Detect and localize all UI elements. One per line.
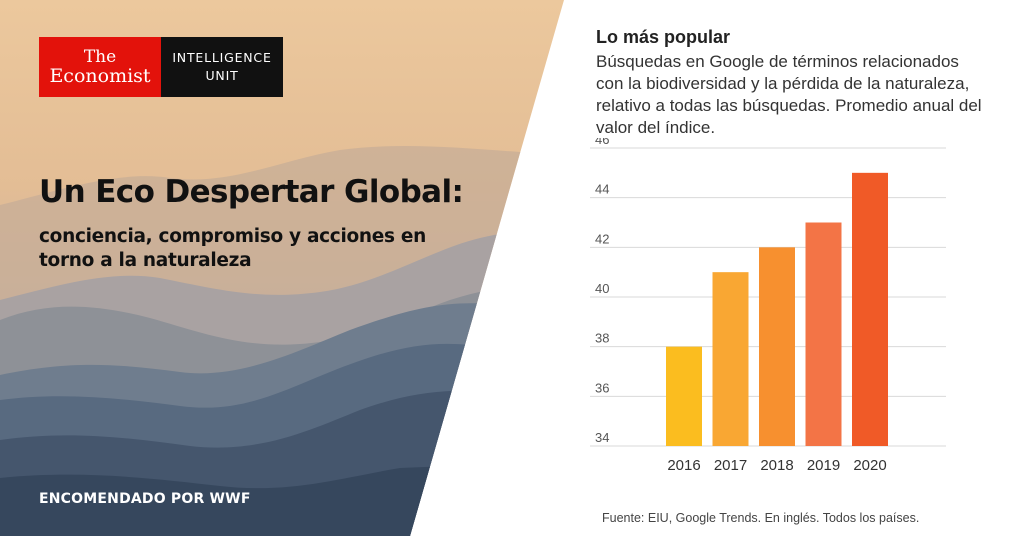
y-tick-label: 46	[595, 138, 609, 147]
unit-line-intelligence: INTELLIGENCE	[172, 49, 272, 65]
chart-subtitle: Búsquedas en Google de términos relacion…	[596, 52, 982, 137]
economist-intelligence-unit-logo: The Economist INTELLIGENCE UNIT	[39, 37, 283, 97]
unit-line-unit: UNIT	[205, 68, 239, 83]
report-subtitle: conciencia, compromiso y acciones en tor…	[39, 226, 426, 271]
bar-2019	[805, 222, 842, 446]
report-title: Un Eco Despertar Global:	[39, 174, 464, 210]
x-tick-label: 2020	[853, 457, 886, 474]
commissioned-by-label: ENCOMENDADO POR WWF	[39, 491, 251, 507]
y-tick-label: 40	[595, 281, 609, 296]
chart-title: Lo más popular	[596, 27, 731, 47]
bar-chart: 34 36 38 40 42 44 46 2016 2017 2018 2019 2020	[590, 132, 960, 478]
x-tick-label: 2019	[807, 457, 840, 474]
x-tick-label: 2016	[667, 457, 700, 474]
intelligence-unit-label: INTELLIGENCE UNIT	[161, 37, 283, 97]
bar-2020	[852, 172, 888, 447]
bar-2016	[666, 346, 702, 446]
x-tick-label: 2017	[714, 457, 747, 474]
chart-source-note: Fuente: EIU, Google Trends. En inglés. T…	[602, 511, 920, 525]
x-tick-label: 2018	[760, 457, 793, 474]
bar-2018	[759, 247, 795, 446]
bar-chart-svg: 34 36 38 40 42 44 46 2016 2017 2018 2019 2020	[590, 132, 946, 474]
y-tick-label: 44	[595, 182, 609, 197]
y-tick-label: 42	[595, 231, 609, 246]
y-tick-label: 34	[595, 430, 609, 445]
logo-line-economist: Economist	[49, 64, 151, 87]
y-tick-label: 38	[595, 331, 609, 346]
logo-line-the: The	[83, 46, 117, 67]
bar-2017	[712, 272, 749, 446]
economist-wordmark: The Economist	[39, 37, 161, 97]
y-tick-label: 36	[595, 380, 609, 395]
